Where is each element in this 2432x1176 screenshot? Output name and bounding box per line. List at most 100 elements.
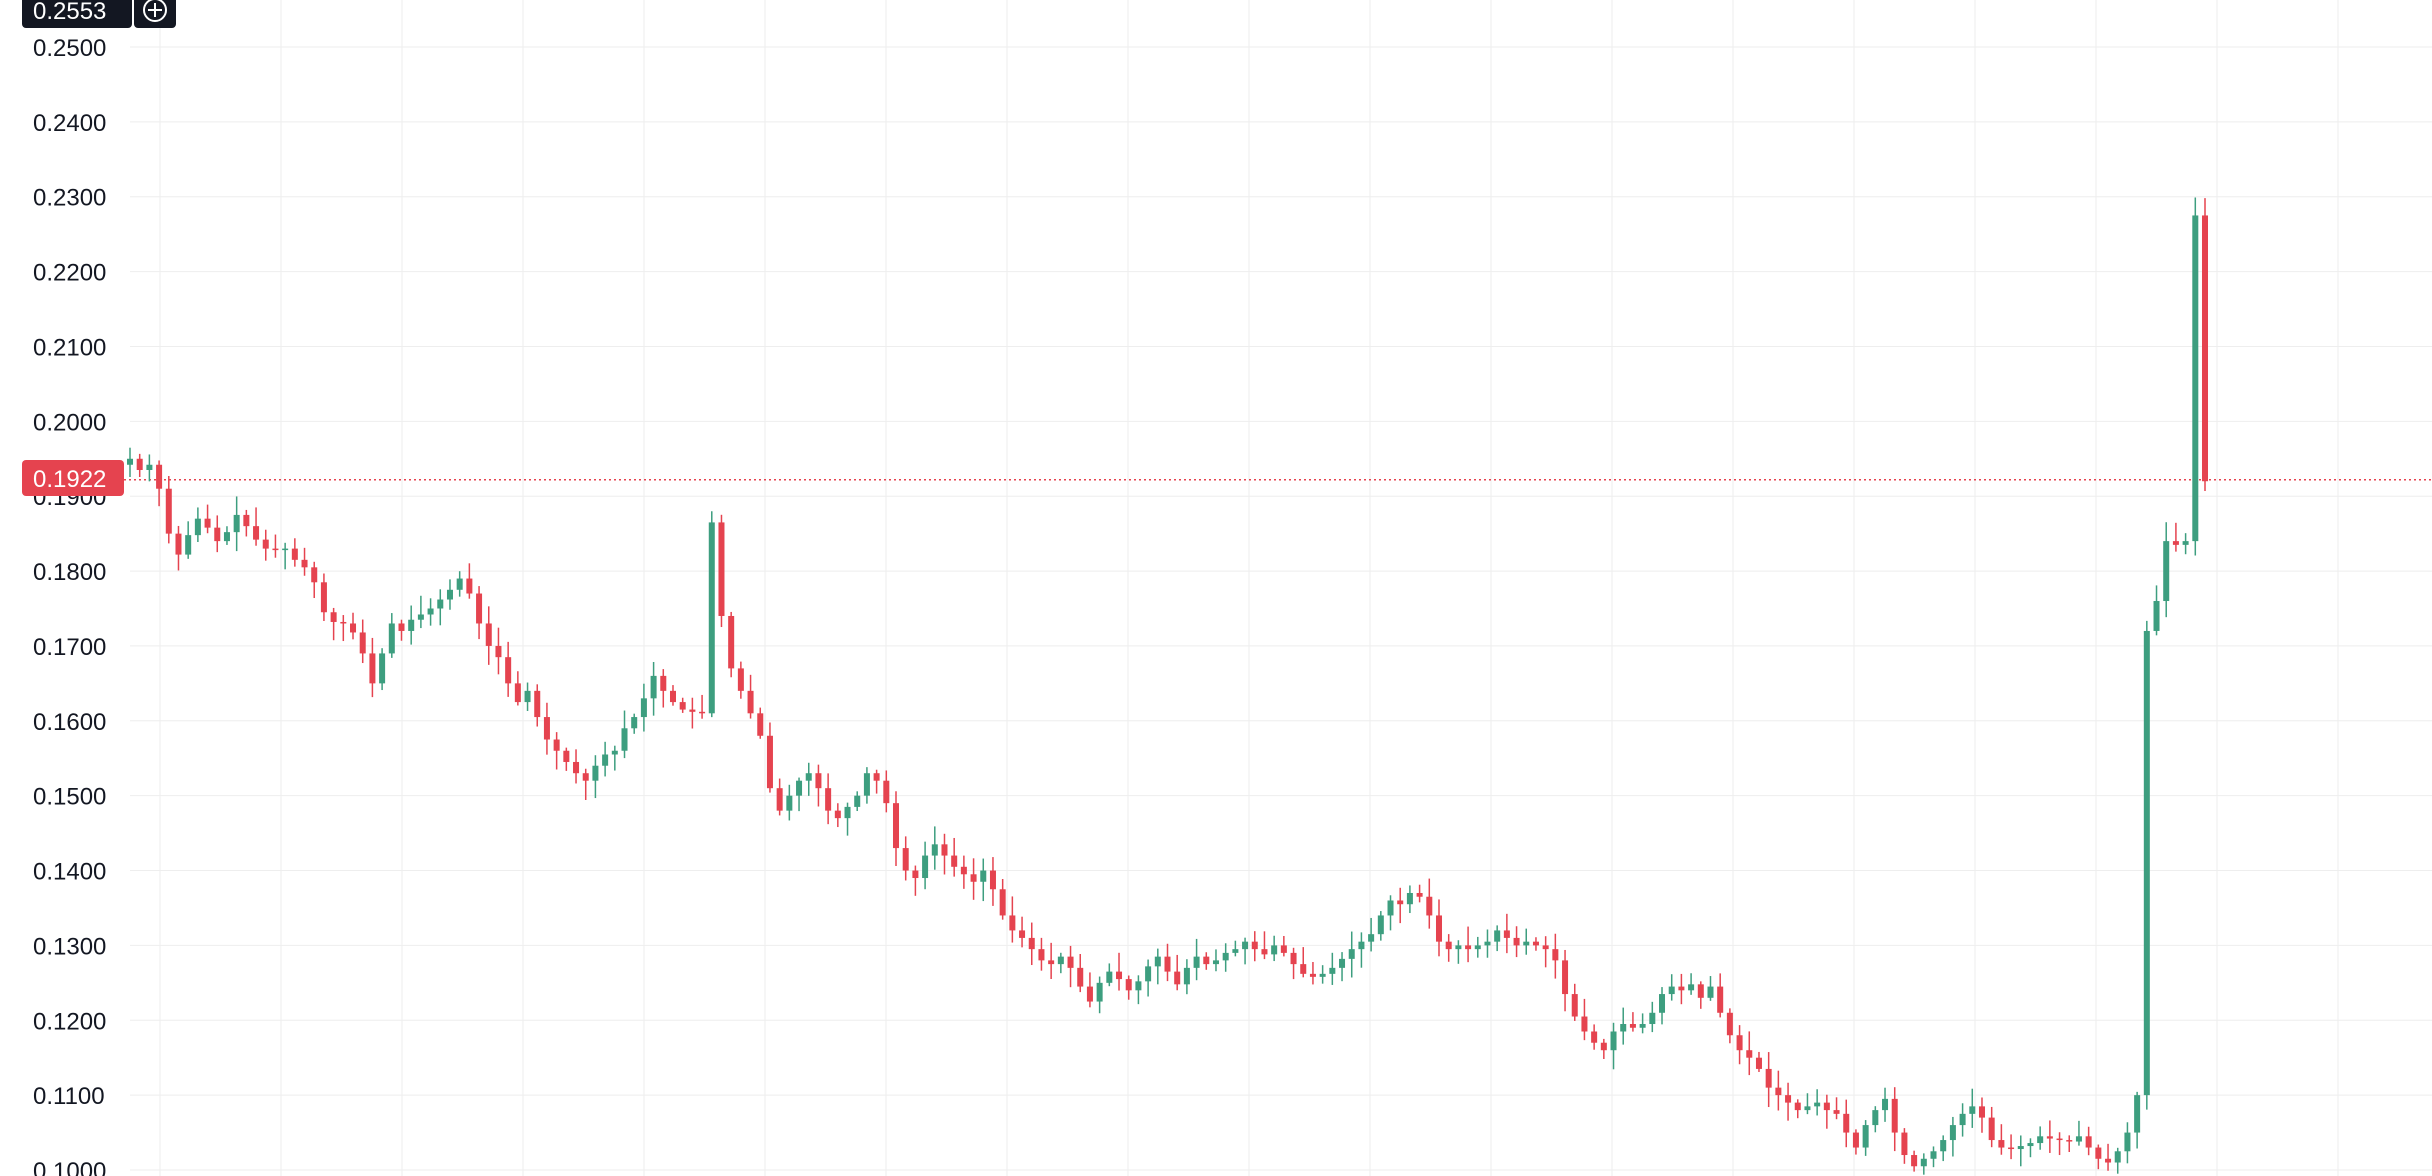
candle[interactable] bbox=[747, 674, 754, 719]
candle[interactable] bbox=[1581, 998, 1588, 1041]
candle[interactable] bbox=[282, 542, 289, 570]
candle[interactable] bbox=[369, 637, 376, 698]
candle[interactable] bbox=[146, 454, 153, 482]
candle[interactable] bbox=[398, 619, 405, 641]
candle[interactable] bbox=[951, 837, 958, 877]
candle[interactable] bbox=[456, 571, 463, 597]
candle[interactable] bbox=[902, 836, 909, 881]
candle[interactable] bbox=[1571, 983, 1578, 1021]
candle[interactable] bbox=[1532, 937, 1539, 951]
candle[interactable] bbox=[796, 777, 803, 812]
candle[interactable] bbox=[1203, 952, 1210, 970]
candle[interactable] bbox=[669, 685, 676, 706]
candle[interactable] bbox=[737, 661, 744, 699]
candle[interactable] bbox=[301, 547, 308, 576]
candle[interactable] bbox=[1397, 887, 1404, 924]
candle[interactable] bbox=[1494, 925, 1501, 952]
candle[interactable] bbox=[728, 611, 735, 678]
candle[interactable] bbox=[1067, 945, 1074, 988]
candle[interactable] bbox=[1300, 947, 1307, 978]
candle[interactable] bbox=[495, 627, 502, 675]
candle[interactable] bbox=[2095, 1144, 2102, 1170]
candle[interactable] bbox=[2192, 197, 2199, 556]
candle[interactable] bbox=[922, 841, 929, 890]
candle[interactable] bbox=[2182, 533, 2189, 555]
candle[interactable] bbox=[2046, 1120, 2053, 1153]
candle[interactable] bbox=[776, 778, 783, 816]
candle[interactable] bbox=[2066, 1135, 2073, 1153]
candle[interactable] bbox=[330, 607, 337, 641]
candle[interactable] bbox=[204, 504, 211, 534]
candle[interactable] bbox=[1717, 973, 1724, 1018]
candle[interactable] bbox=[2037, 1126, 2044, 1150]
candle[interactable] bbox=[1668, 974, 1675, 1001]
candle[interactable] bbox=[1028, 922, 1035, 966]
candle[interactable] bbox=[1911, 1150, 1918, 1172]
candle[interactable] bbox=[640, 683, 647, 732]
candle[interactable] bbox=[524, 682, 531, 711]
candle[interactable] bbox=[660, 669, 667, 708]
candle[interactable] bbox=[1455, 940, 1462, 964]
candle[interactable] bbox=[1465, 926, 1472, 963]
candle[interactable] bbox=[941, 833, 948, 875]
candle[interactable] bbox=[602, 741, 609, 777]
candle[interactable] bbox=[1785, 1082, 1792, 1121]
candle[interactable] bbox=[1814, 1089, 1821, 1116]
candle[interactable] bbox=[1503, 913, 1510, 954]
candle[interactable] bbox=[1145, 959, 1152, 997]
candle[interactable] bbox=[1261, 931, 1268, 960]
candle[interactable] bbox=[805, 762, 812, 796]
candle[interactable] bbox=[912, 865, 919, 896]
candle[interactable] bbox=[1542, 936, 1549, 968]
candle[interactable] bbox=[1794, 1099, 1801, 1119]
candle[interactable] bbox=[340, 615, 347, 642]
candle[interactable] bbox=[485, 606, 492, 665]
candle[interactable] bbox=[980, 858, 987, 902]
candle[interactable] bbox=[1377, 911, 1384, 941]
candle[interactable] bbox=[1610, 1022, 1617, 1070]
candle[interactable] bbox=[1678, 973, 1685, 1005]
candle[interactable] bbox=[1552, 933, 1559, 979]
candle[interactable] bbox=[1930, 1146, 1937, 1168]
candle[interactable] bbox=[873, 769, 880, 794]
candle[interactable] bbox=[650, 662, 657, 716]
candle[interactable] bbox=[844, 802, 851, 836]
candle[interactable] bbox=[1620, 1007, 1627, 1045]
candle[interactable] bbox=[1319, 965, 1326, 984]
candle[interactable] bbox=[311, 561, 318, 599]
candle[interactable] bbox=[1038, 937, 1045, 971]
candle[interactable] bbox=[1523, 928, 1530, 955]
candles[interactable] bbox=[126, 197, 2209, 1175]
candle[interactable] bbox=[1959, 1103, 1966, 1137]
candle[interactable] bbox=[573, 749, 580, 784]
candle[interactable] bbox=[233, 496, 240, 552]
candle[interactable] bbox=[892, 791, 900, 866]
candle[interactable] bbox=[1891, 1087, 1898, 1152]
candle[interactable] bbox=[815, 764, 822, 807]
candle[interactable] bbox=[1765, 1052, 1772, 1108]
add-button[interactable] bbox=[134, 0, 176, 28]
candle[interactable] bbox=[834, 803, 841, 828]
candle[interactable] bbox=[126, 447, 134, 477]
candle[interactable] bbox=[1707, 976, 1714, 1001]
candle[interactable] bbox=[1048, 942, 1055, 980]
candle[interactable] bbox=[1077, 954, 1084, 993]
candle[interactable] bbox=[1251, 931, 1258, 962]
candle[interactable] bbox=[417, 595, 424, 629]
candle[interactable] bbox=[1882, 1087, 1889, 1122]
candle[interactable] bbox=[1843, 1099, 1850, 1148]
candle[interactable] bbox=[437, 589, 444, 626]
candle[interactable] bbox=[553, 732, 560, 770]
candle[interactable] bbox=[1164, 943, 1171, 982]
candle[interactable] bbox=[1823, 1094, 1830, 1129]
candle[interactable] bbox=[1649, 1001, 1656, 1033]
candle[interactable] bbox=[1086, 972, 1093, 1008]
candle[interactable] bbox=[1659, 987, 1666, 1025]
candle[interactable] bbox=[243, 509, 250, 537]
candle[interactable] bbox=[1940, 1135, 1947, 1162]
candle[interactable] bbox=[1009, 896, 1016, 943]
candle[interactable] bbox=[165, 476, 172, 544]
candle[interactable] bbox=[1688, 973, 1695, 995]
candle[interactable] bbox=[2143, 620, 2150, 1110]
